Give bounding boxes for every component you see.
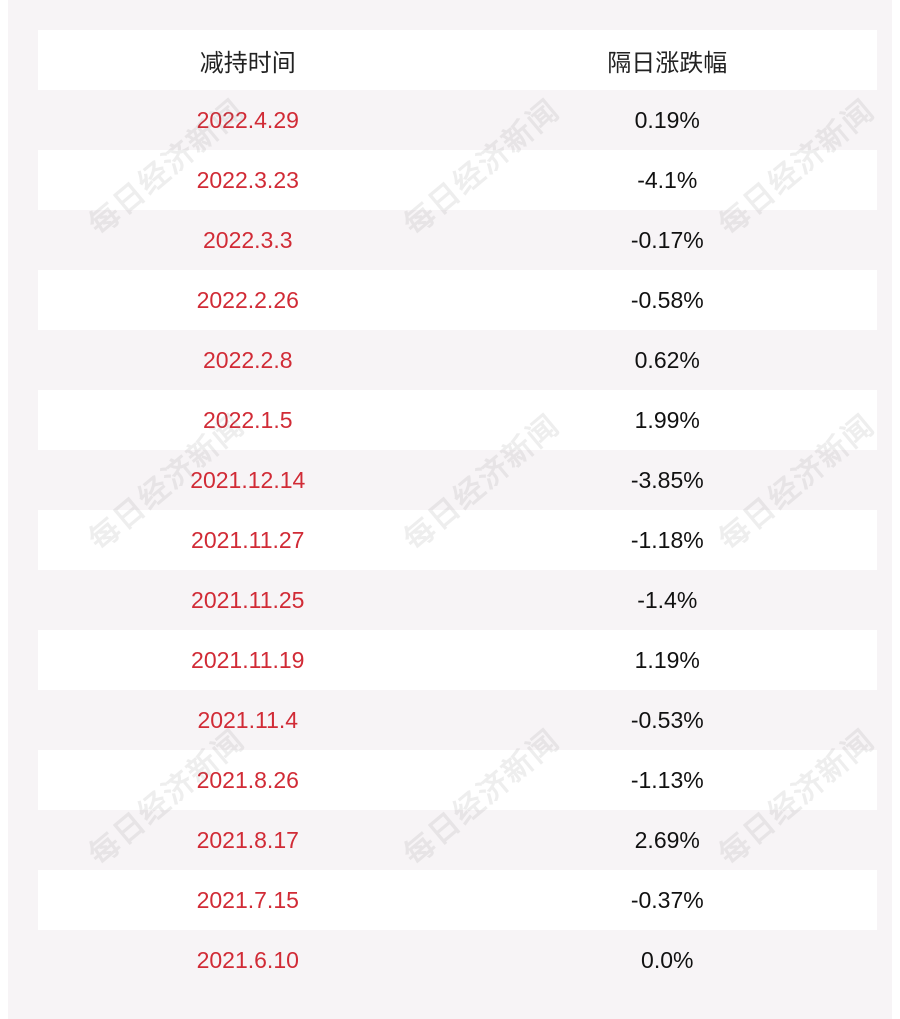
change-cell: 0.19% — [634, 106, 700, 133]
table-row: 2021.12.14 -3.85% — [38, 450, 877, 510]
change-cell: -4.1% — [637, 166, 698, 193]
table-row: 2022.3.23 -4.1% — [38, 150, 877, 210]
table-row: 2022.1.5 1.99% — [38, 390, 877, 450]
date-cell: 2022.3.3 — [202, 226, 293, 253]
date-cell: 2021.11.4 — [197, 706, 299, 733]
date-cell: 2021.6.10 — [196, 946, 299, 973]
table-row: 2021.8.26 -1.13% — [38, 750, 877, 810]
date-cell: 2022.2.8 — [202, 346, 293, 373]
date-cell: 2021.7.15 — [196, 886, 299, 913]
table: 减持时间 隔日涨跌幅 2022.4.29 0.19% 2022.3.23 -4.1% 2… — [38, 30, 877, 990]
change-cell: -1.18% — [630, 526, 704, 553]
change-cell: 0.0% — [641, 946, 694, 973]
table-row: 2022.4.29 0.19% — [38, 90, 877, 150]
table-row: 2021.8.17 2.69% — [38, 810, 877, 870]
date-cell: 2021.11.25 — [191, 586, 305, 613]
table-row: 2022.2.8 0.62% — [38, 330, 877, 390]
change-cell: 1.99% — [634, 406, 700, 433]
change-cell: -0.17% — [630, 226, 704, 253]
date-cell: 2021.11.19 — [191, 646, 305, 673]
date-cell: 2022.1.5 — [202, 406, 293, 433]
change-cell: -3.85% — [630, 466, 704, 493]
change-cell: 2.69% — [634, 826, 700, 853]
date-cell: 2021.8.26 — [196, 766, 299, 793]
date-cell: 2022.3.23 — [196, 166, 299, 193]
header-cell: 隔日涨跌幅 — [607, 49, 728, 77]
date-cell: 2022.4.29 — [196, 106, 299, 133]
table-row: 2022.3.3 -0.17% — [38, 210, 877, 270]
change-cell: 1.19% — [634, 646, 700, 673]
change-cell: -1.4% — [637, 586, 698, 613]
table-row: 2022.2.26 -0.58% — [38, 270, 877, 330]
change-cell: -0.37% — [630, 886, 704, 913]
table-row: 2021.6.10 0.0% — [38, 930, 877, 990]
change-cell: -0.53% — [630, 706, 704, 733]
table-row: 2021.11.27 -1.18% — [38, 510, 877, 570]
header-cell: 减持时间 — [199, 49, 296, 77]
date-cell: 2021.8.17 — [196, 826, 299, 853]
date-cell: 2021.11.27 — [191, 526, 305, 553]
change-cell: -1.13% — [630, 766, 704, 793]
header-row: 减持时间 隔日涨跌幅 — [38, 30, 877, 90]
table-row: 2021.11.4 -0.53% — [38, 690, 877, 750]
date-cell: 2022.2.26 — [196, 286, 299, 313]
table-row: 2021.11.25 -1.4% — [38, 570, 877, 630]
date-cell: 2021.12.14 — [190, 466, 306, 493]
table-row: 2021.7.15 -0.37% — [38, 870, 877, 930]
change-cell: 0.62% — [634, 346, 700, 373]
table-row: 2021.11.19 1.19% — [38, 630, 877, 690]
change-cell: -0.58% — [630, 286, 704, 313]
